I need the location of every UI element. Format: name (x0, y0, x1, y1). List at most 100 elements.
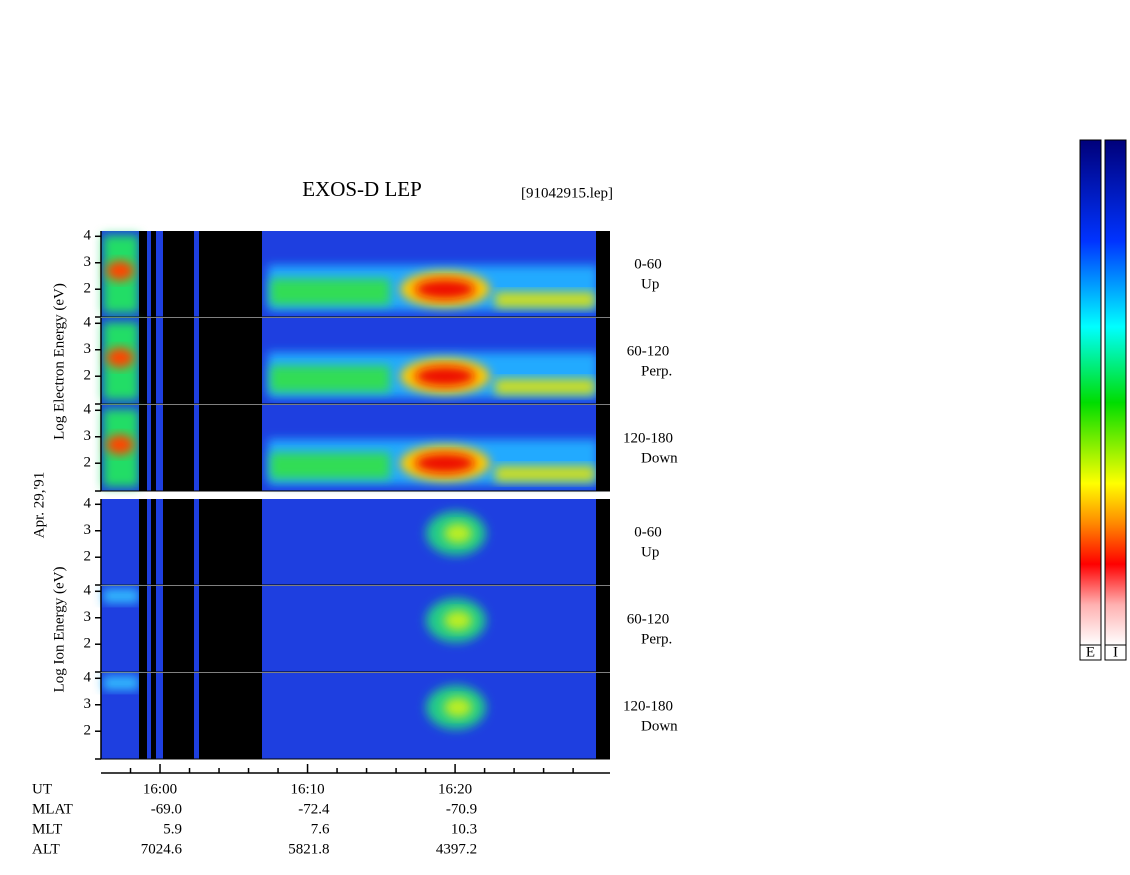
data-gap (151, 405, 156, 491)
flux-blob (444, 610, 472, 631)
orbit-value: -72.4 (298, 801, 330, 817)
y-tick-label: 3 (84, 522, 92, 538)
data-gap (199, 405, 262, 491)
data-gap (139, 586, 147, 672)
data-gap (163, 405, 194, 491)
y-tick-label: 2 (84, 281, 92, 297)
colorbar-label-box (1104, 644, 1127, 661)
file-label: [91042915.lep] (521, 185, 613, 201)
colorbar-label: I (1113, 644, 1118, 660)
panel-direction: Perp. (641, 631, 672, 647)
flux-band (103, 676, 139, 690)
flux-blob (106, 434, 134, 455)
y-tick-label: 4 (84, 496, 92, 512)
orbit-label: UT (32, 781, 52, 797)
panel-angle: 60-120 (627, 611, 670, 627)
data-gap (139, 405, 147, 491)
flux-band (270, 452, 390, 480)
y-tick-label: 2 (84, 723, 92, 739)
y-tick-label: 2 (84, 636, 92, 652)
colorbar-label: E (1086, 644, 1095, 660)
orbit-value: 4397.2 (436, 841, 477, 857)
panel-angle: 0-60 (634, 256, 662, 272)
panel-direction: Down (641, 450, 678, 466)
panel-direction: Down (641, 718, 678, 734)
x-tick-label: 16:00 (143, 781, 177, 797)
flux-band (103, 589, 139, 603)
flux-blob (106, 260, 134, 281)
data-gap (151, 673, 156, 759)
y-tick-label: 4 (84, 670, 92, 686)
colorbar (1079, 139, 1102, 646)
flux-blob (415, 453, 475, 474)
data-gap (163, 499, 194, 585)
y-tick-label: 3 (84, 428, 92, 444)
flux-band (270, 365, 390, 393)
flux-blob (444, 697, 472, 718)
orbit-label: MLAT (32, 801, 73, 817)
data-gap (199, 318, 262, 404)
orbit-value: -69.0 (151, 801, 182, 817)
spectrogram-panel (101, 231, 610, 318)
y-tick-label: 3 (84, 254, 92, 270)
y-tick-label: 3 (84, 609, 92, 625)
data-gap (199, 499, 262, 585)
orbit-label: ALT (32, 841, 60, 857)
flux-band (495, 291, 595, 308)
data-gap (151, 586, 156, 672)
flux-band (495, 465, 595, 482)
data-gap (163, 673, 194, 759)
data-gap (199, 673, 262, 759)
data-gap (199, 231, 262, 317)
panel-direction: Up (641, 276, 659, 292)
orbit-value: 10.3 (451, 821, 477, 837)
colorbar (1104, 139, 1127, 646)
spectrogram-panel (101, 318, 610, 405)
date-label: Apr. 29,'91 (31, 472, 47, 538)
spectrogram-panel (101, 405, 610, 492)
panel-angle: 60-120 (627, 343, 670, 359)
y-tick-label: 2 (84, 549, 92, 565)
orbit-value: -70.9 (446, 801, 477, 817)
orbit-value: 5821.8 (288, 841, 329, 857)
flux-blob (415, 279, 475, 300)
chart-title: EXOS-D LEP (302, 177, 422, 201)
spectrogram-panel (101, 673, 610, 760)
y-axis-label: Log Ion Energy (eV) (51, 567, 67, 693)
spectrogram-panel (101, 499, 610, 586)
data-gap (139, 231, 147, 317)
panel-angle: 0-60 (634, 524, 662, 540)
flux-blob (444, 523, 472, 544)
x-tick-label: 16:20 (438, 781, 472, 797)
orbit-label: MLT (32, 821, 62, 837)
data-gap (151, 499, 156, 585)
panels (101, 231, 610, 760)
panel-angle: 120-180 (623, 430, 673, 446)
data-gap (139, 673, 147, 759)
orbit-value: 7.6 (311, 821, 330, 837)
spectrogram-panel (101, 586, 610, 673)
y-tick-label: 3 (84, 696, 92, 712)
data-gap (151, 231, 156, 317)
y-tick-label: 3 (84, 341, 92, 357)
x-tick-label: 16:10 (290, 781, 324, 797)
flux-blob (415, 366, 475, 387)
y-tick-label: 2 (84, 368, 92, 384)
data-gap (139, 318, 147, 404)
data-gap (163, 318, 194, 404)
y-tick-label: 4 (84, 402, 92, 418)
y-tick-label: 4 (84, 315, 92, 331)
data-gap (596, 231, 610, 317)
y-tick-label: 4 (84, 583, 92, 599)
data-gap (596, 405, 610, 491)
data-gap (596, 673, 610, 759)
y-tick-label: 4 (84, 228, 92, 244)
data-gap (139, 499, 147, 585)
colorbar-label-box (1079, 644, 1102, 661)
data-gap (596, 586, 610, 672)
data-gap (163, 231, 194, 317)
data-gap (596, 318, 610, 404)
y-axis-label: Log Electron Energy (eV) (51, 283, 67, 440)
flux-blob (106, 347, 134, 368)
